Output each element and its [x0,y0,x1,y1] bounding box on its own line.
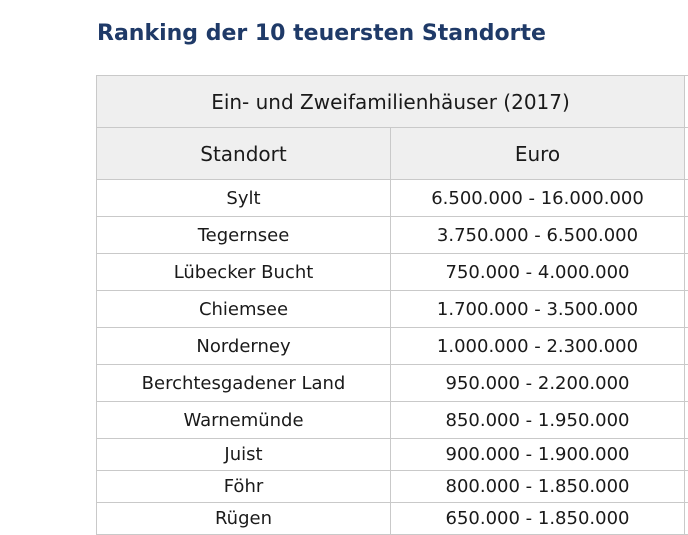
table-row: Chiemsee 1.700.000 - 3.500.000 [96,290,688,328]
standort-cell: Sylt [96,179,391,217]
table-body: Sylt 6.500.000 - 16.000.000 Tegernsee 3.… [96,179,688,535]
table-edge-cell [684,364,688,402]
table-edge-cell [684,216,688,254]
standort-cell: Föhr [96,470,391,503]
group-header-row: Ein- und Zweifamilienhäuser (2017) [96,75,688,128]
euro-cell: 650.000 - 1.850.000 [390,502,685,535]
ranking-table: Ein- und Zweifamilienhäuser (2017) Stand… [96,75,688,535]
table-edge-cell [684,401,688,439]
standort-cell: Rügen [96,502,391,535]
table-edge-cell [684,502,688,535]
euro-cell: 900.000 - 1.900.000 [390,438,685,471]
table-edge-cell [684,438,688,471]
euro-cell: 950.000 - 2.200.000 [390,364,685,402]
table-edge-cell [684,470,688,503]
table-row: Juist 900.000 - 1.900.000 [96,438,688,471]
euro-cell: 850.000 - 1.950.000 [390,401,685,439]
table-row: Rügen 650.000 - 1.850.000 [96,502,688,535]
table-row: Lübecker Bucht 750.000 - 4.000.000 [96,253,688,291]
standort-cell: Norderney [96,327,391,365]
table-row: Warnemünde 850.000 - 1.950.000 [96,401,688,439]
table-row: Föhr 800.000 - 1.850.000 [96,470,688,503]
standort-cell: Berchtesgadener Land [96,364,391,402]
euro-cell: 3.750.000 - 6.500.000 [390,216,685,254]
euro-cell: 6.500.000 - 16.000.000 [390,179,685,217]
table-header: Ein- und Zweifamilienhäuser (2017) Stand… [96,75,688,180]
group-header: Ein- und Zweifamilienhäuser (2017) [96,75,685,128]
table-edge-cell [684,253,688,291]
column-header-row: Standort Euro [96,127,688,180]
euro-cell: 1.000.000 - 2.300.000 [390,327,685,365]
table-edge-cell [684,75,688,128]
table-edge-cell [684,327,688,365]
standort-cell: Tegernsee [96,216,391,254]
euro-cell: 800.000 - 1.850.000 [390,470,685,503]
table-row: Sylt 6.500.000 - 16.000.000 [96,179,688,217]
table-edge-cell [684,127,688,180]
standort-cell: Chiemsee [96,290,391,328]
table-edge-cell [684,290,688,328]
standort-cell: Juist [96,438,391,471]
standort-cell: Warnemünde [96,401,391,439]
table-row: Tegernsee 3.750.000 - 6.500.000 [96,216,688,254]
table-row: Norderney 1.000.000 - 2.300.000 [96,327,688,365]
column-header-standort: Standort [96,127,391,180]
standort-cell: Lübecker Bucht [96,253,391,291]
euro-cell: 750.000 - 4.000.000 [390,253,685,291]
page-title: Ranking der 10 teuersten Standorte [97,21,546,46]
table-row: Berchtesgadener Land 950.000 - 2.200.000 [96,364,688,402]
table-edge-cell [684,179,688,217]
column-header-euro: Euro [390,127,685,180]
euro-cell: 1.700.000 - 3.500.000 [390,290,685,328]
